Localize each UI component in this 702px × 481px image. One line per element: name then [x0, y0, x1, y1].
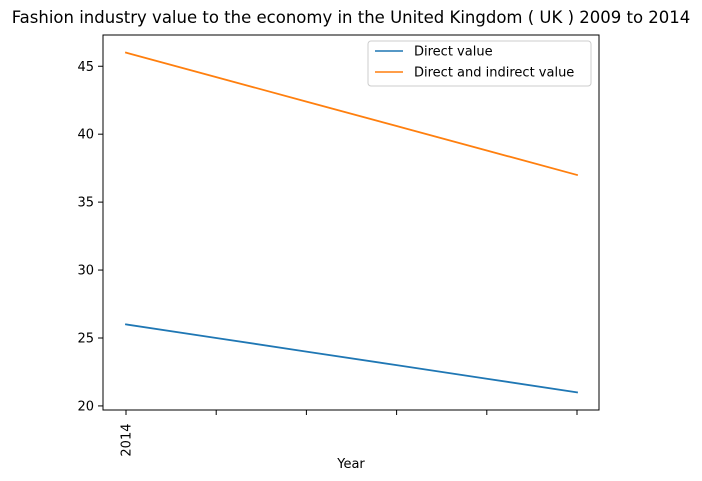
y-tick-label: 40	[77, 128, 94, 143]
y-tick-label: 45	[77, 60, 94, 75]
x-axis-ticks: 2014	[120, 410, 578, 457]
y-tick-label: 35	[77, 196, 94, 211]
y-tick-label: 30	[77, 264, 94, 279]
x-axis-label: Year	[336, 457, 365, 472]
legend-label-direct-value: Direct value	[414, 45, 493, 60]
series-line-direct-value	[124, 323, 579, 394]
legend-box	[367, 40, 592, 87]
y-axis-ticks: 20 25 30 35 40 45	[77, 60, 103, 414]
series-line-direct-and-indirect-value	[124, 51, 579, 177]
chart-title: Fashion industry value to the economy in…	[12, 8, 691, 27]
plot-area-frame	[102, 34, 600, 411]
x-tick-label: 2014	[120, 424, 135, 457]
y-tick-label: 20	[77, 399, 94, 414]
legend-label-direct-and-indirect-value: Direct and indirect value	[414, 66, 574, 81]
series-lines	[124, 51, 579, 394]
y-tick-label: 25	[77, 331, 94, 346]
legend: Direct value Direct and indirect value	[367, 40, 592, 87]
